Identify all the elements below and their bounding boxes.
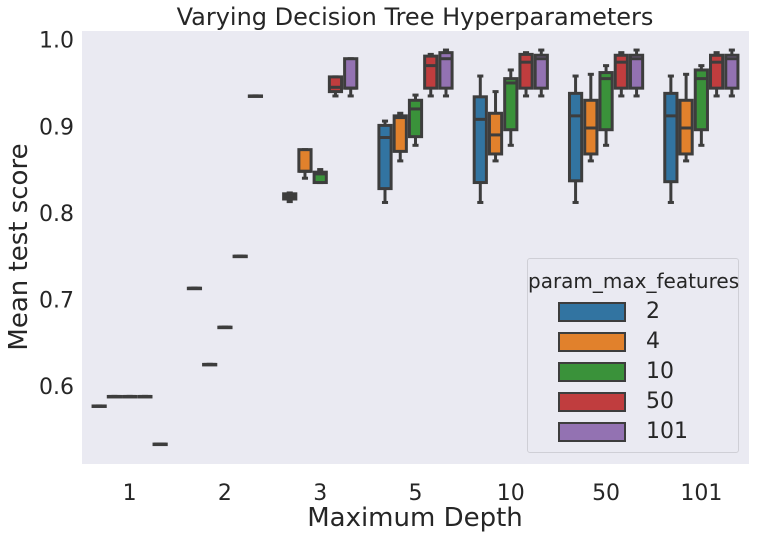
box-2-5 [377,119,393,204]
legend-swatch [558,392,626,412]
box-iqr [327,75,344,94]
x-tick-label: 50 [592,481,620,506]
box-10-2 [217,325,233,330]
box-iqr [438,51,454,90]
box-iqr [518,52,534,90]
legend-swatch [558,302,626,322]
box-4-101 [678,72,694,163]
box-4-2 [202,362,218,367]
box-2-2 [186,286,203,291]
box-2-10 [472,74,488,204]
box-50-2 [232,254,248,259]
box-101-101 [724,48,740,98]
box-iqr [423,54,439,90]
box-iqr [503,77,519,132]
box-iqr [312,170,328,185]
box-50-5 [423,52,439,98]
legend-label: 10 [646,359,674,384]
x-axis-ticks: 1 2 3 5 10 50 101 [123,481,723,506]
x-tick-label: 101 [680,481,722,506]
box-iqr [472,95,488,185]
legend-swatch [558,422,626,442]
box-10-3 [312,168,328,185]
box-50-101 [709,51,725,98]
box-iqr [613,53,629,90]
box-iqr [724,53,740,90]
box-iqr [663,91,679,184]
legend-label: 4 [646,329,660,354]
box-10-10 [503,68,519,147]
chart-title: Varying Decision Tree Hyperparameters [177,3,654,31]
legend-title: param_max_features [528,269,740,293]
box-101-10 [533,48,549,98]
box-4-50 [583,72,599,163]
box-iqr [297,148,313,173]
boxes-layer [91,48,740,447]
legend: param_max_features 2 4 10 50 101 [527,258,739,453]
x-tick-label: 3 [313,481,327,506]
box-iqr [392,114,408,153]
y-tick-label: 0.7 [39,288,74,313]
legend-swatch [558,362,626,382]
x-tick-label: 5 [409,481,423,506]
legend-swatch [558,332,626,352]
box-4-3 [297,148,313,180]
box-iqr [693,68,709,132]
box-iqr [533,53,549,90]
box-iqr [377,123,393,191]
box-4-5 [392,111,408,163]
box-10-101 [693,64,709,147]
box-iqr [628,53,645,90]
box-2-1 [91,404,107,408]
legend-label: 50 [646,389,674,414]
box-50-50 [613,51,629,98]
box-2-50 [567,74,584,204]
y-tick-label: 1.0 [39,29,74,54]
x-tick-label: 10 [497,481,525,506]
y-axis-ticks: 0.6 0.7 0.8 0.9 1.0 [39,29,74,400]
x-axis-label: Maximum Depth [307,503,523,533]
box-4-10 [487,90,504,163]
box-50-1 [137,394,153,399]
y-axis-label: Mean test score [4,143,34,350]
box-101-5 [438,48,454,98]
box-2-3 [282,191,298,204]
box-iqr [343,57,359,90]
box-iqr [567,91,584,183]
box-10-1 [122,394,138,399]
legend-label: 101 [646,419,688,444]
y-tick-label: 0.9 [39,115,74,140]
box-101-50 [628,48,645,98]
box-10-5 [407,93,424,147]
x-tick-label: 1 [123,481,137,506]
y-tick-label: 0.6 [39,375,74,400]
box-2-101 [663,74,679,204]
box-iqr [598,71,614,132]
box-4-1 [106,394,122,399]
box-iqr [407,98,424,139]
y-tick-label: 0.8 [39,202,74,227]
box-50-3 [327,75,344,98]
box-101-1 [152,442,168,447]
legend-label: 2 [646,299,660,324]
box-101-3 [343,57,359,98]
x-tick-label: 2 [218,481,232,506]
box-50-10 [518,51,534,98]
box-iqr [709,53,725,90]
box-101-2 [247,94,264,98]
box-10-50 [598,64,614,147]
